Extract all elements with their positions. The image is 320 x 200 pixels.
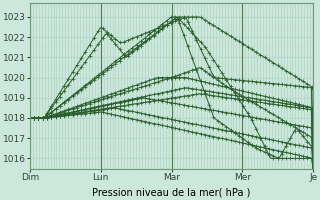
X-axis label: Pression niveau de la mer( hPa ): Pression niveau de la mer( hPa ) bbox=[92, 187, 251, 197]
